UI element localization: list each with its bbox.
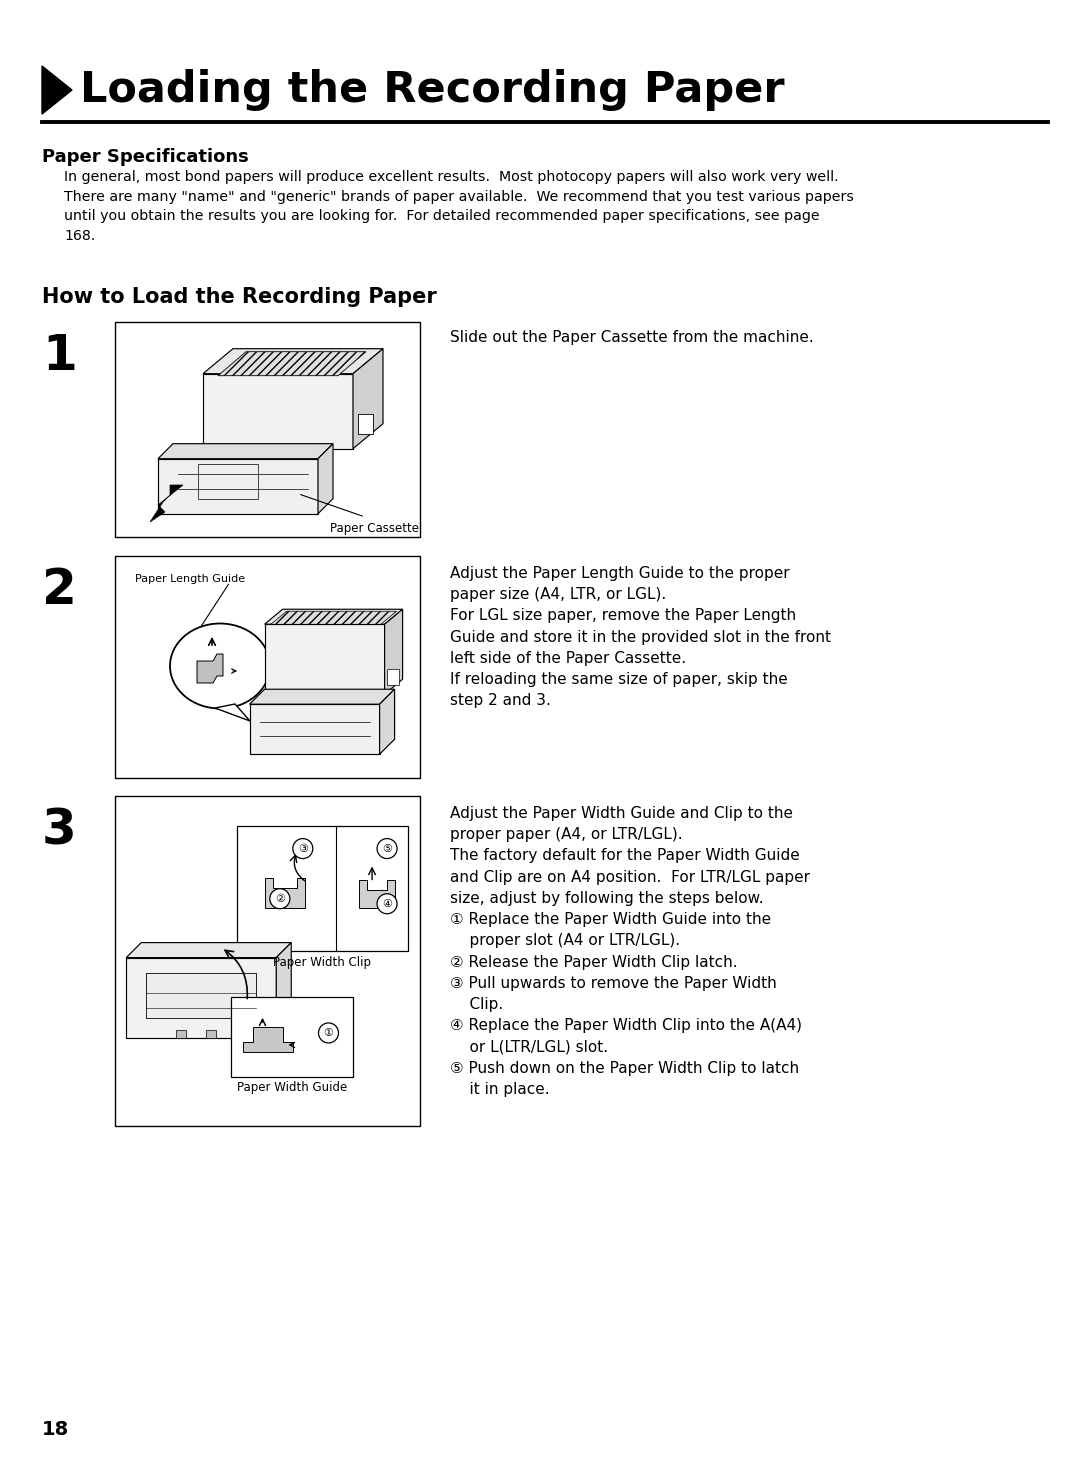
Bar [237, 826, 408, 952]
Text: Paper Specifications: Paper Specifications [42, 148, 248, 166]
Polygon shape [126, 958, 276, 1037]
Bar [206, 1030, 216, 1037]
Polygon shape [265, 877, 305, 908]
Polygon shape [158, 444, 333, 458]
Polygon shape [243, 1027, 293, 1052]
Polygon shape [158, 458, 318, 514]
Polygon shape [215, 704, 249, 721]
Polygon shape [218, 351, 366, 376]
Polygon shape [42, 66, 72, 115]
Bar [387, 670, 399, 685]
Text: In general, most bond papers will produce excellent results.  Most photocopy pap: In general, most bond papers will produc… [64, 170, 854, 242]
Polygon shape [203, 348, 383, 373]
Circle shape [377, 839, 397, 858]
Bar [231, 997, 353, 1077]
Polygon shape [270, 611, 396, 626]
Text: Adjust the Paper Length Guide to the proper
paper size (A4, LTR, or LGL).
For LG: Adjust the Paper Length Guide to the pro… [450, 566, 831, 708]
Text: Loading the Recording Paper: Loading the Recording Paper [80, 69, 785, 112]
Polygon shape [126, 943, 292, 958]
Text: 3: 3 [42, 806, 77, 853]
Polygon shape [379, 689, 394, 754]
Text: ②: ② [274, 893, 285, 903]
Bar [357, 414, 373, 433]
Bar [176, 1030, 186, 1037]
Bar [114, 555, 420, 779]
Text: ⑤: ⑤ [382, 843, 392, 853]
Text: How to Load the Recording Paper: How to Load the Recording Paper [42, 286, 436, 307]
Text: ④: ④ [382, 899, 392, 909]
Bar [146, 972, 256, 1018]
Polygon shape [265, 624, 384, 695]
Text: Paper Width Guide: Paper Width Guide [237, 1081, 347, 1093]
Polygon shape [384, 610, 403, 695]
Text: 18: 18 [42, 1421, 69, 1440]
Polygon shape [249, 704, 379, 754]
Text: 2: 2 [42, 566, 77, 614]
Polygon shape [197, 654, 222, 683]
Polygon shape [265, 610, 403, 624]
Ellipse shape [170, 623, 270, 708]
Polygon shape [359, 880, 395, 908]
Text: ③: ③ [298, 843, 308, 853]
Circle shape [377, 893, 397, 914]
Circle shape [319, 1022, 338, 1043]
Polygon shape [353, 348, 383, 448]
Polygon shape [276, 943, 292, 1037]
Text: Adjust the Paper Width Guide and Clip to the
proper paper (A4, or LTR/LGL).
The : Adjust the Paper Width Guide and Clip to… [450, 806, 810, 1097]
Bar [114, 322, 420, 538]
Polygon shape [318, 444, 333, 514]
Polygon shape [150, 485, 183, 521]
Bar [198, 464, 258, 498]
Bar [114, 796, 420, 1127]
Text: Paper Length Guide: Paper Length Guide [135, 574, 245, 585]
Circle shape [293, 839, 313, 858]
Polygon shape [249, 689, 394, 704]
Text: ①: ① [324, 1028, 334, 1039]
Text: Slide out the Paper Cassette from the machine.: Slide out the Paper Cassette from the ma… [450, 331, 813, 345]
Text: 1: 1 [42, 332, 77, 380]
Text: Paper Cassette: Paper Cassette [330, 521, 419, 535]
Polygon shape [203, 373, 353, 448]
Circle shape [270, 889, 289, 909]
Text: Paper Width Clip: Paper Width Clip [273, 956, 372, 970]
